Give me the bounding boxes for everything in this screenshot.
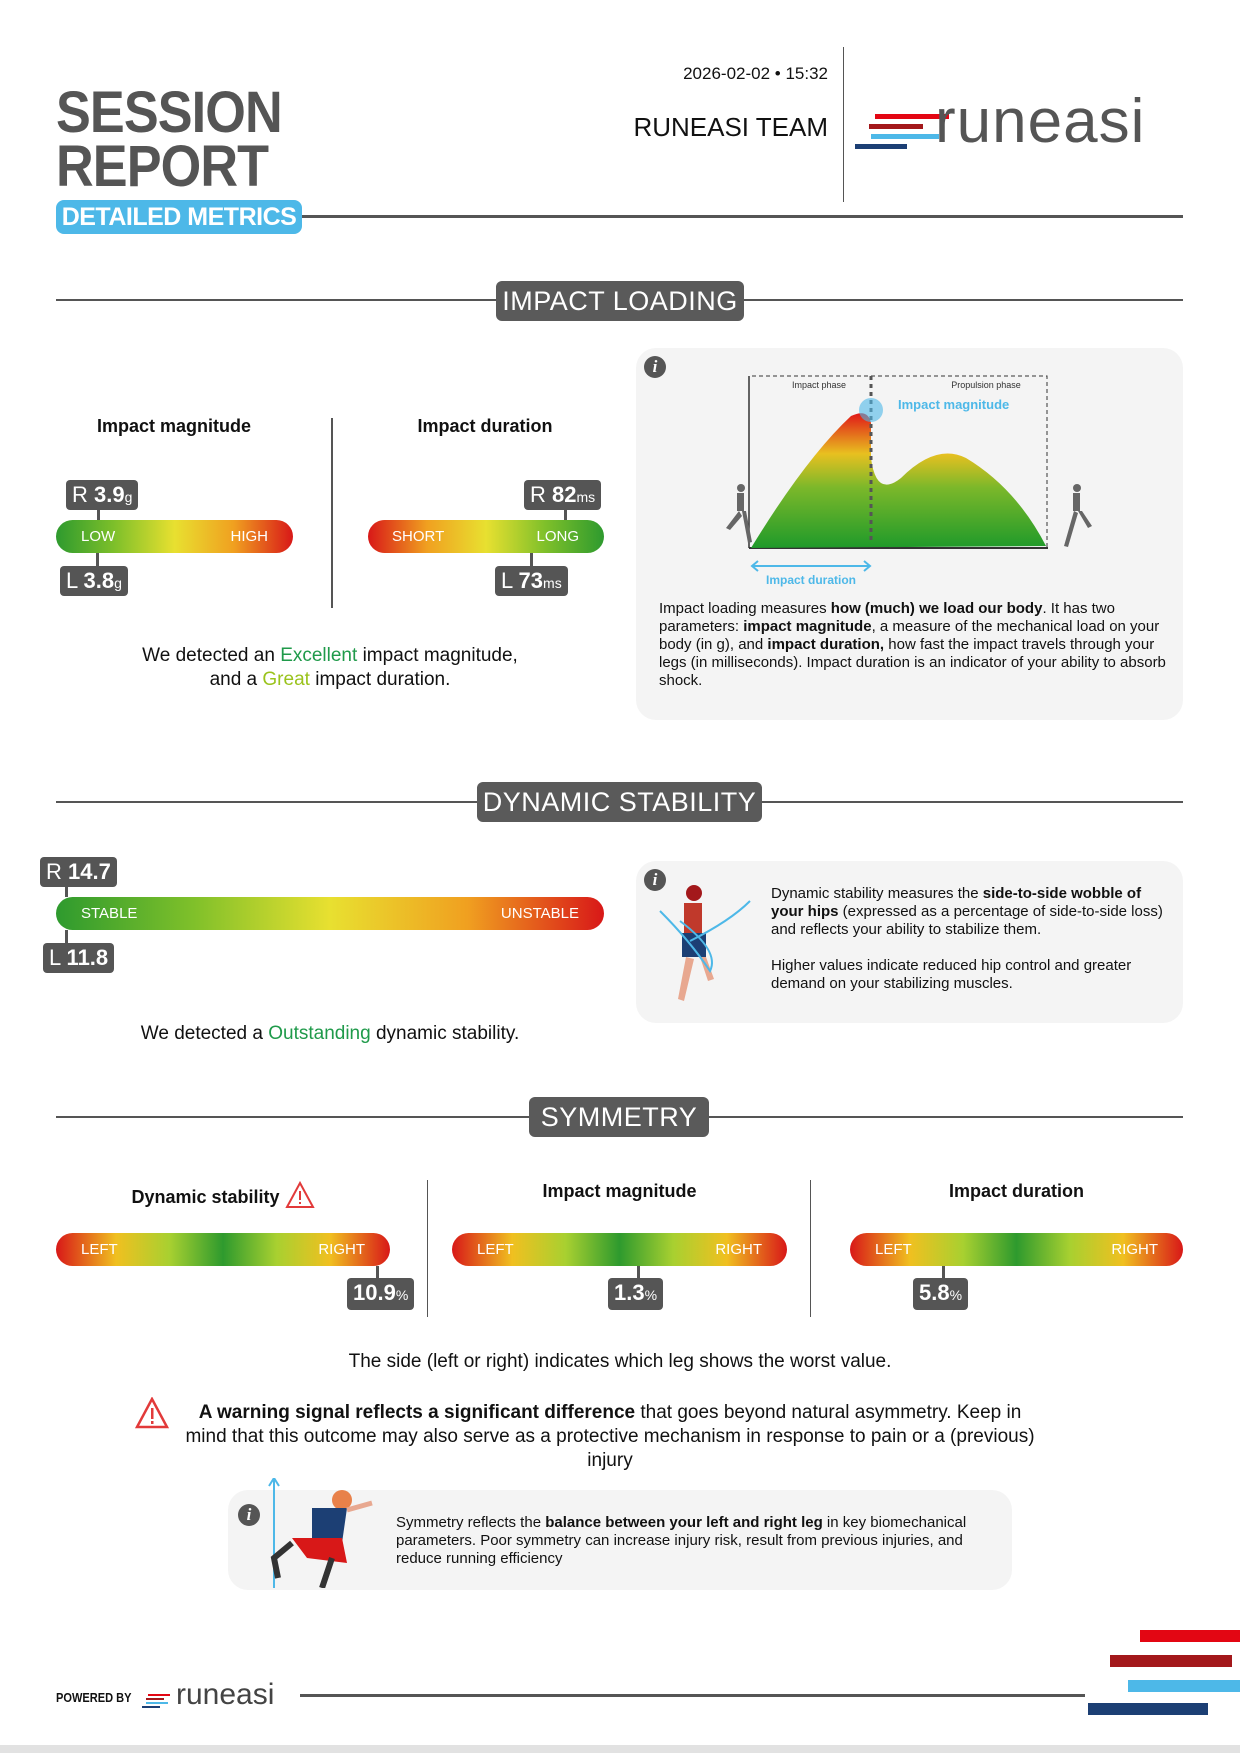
powered-by-label: POWERED BY <box>56 1690 132 1705</box>
marker-tick <box>65 887 68 897</box>
impact-duration-annotation: Impact duration <box>766 573 856 587</box>
symmetry-value: 10.9% <box>347 1278 415 1310</box>
dynamic-stability-info-card: i Dynamic stability measures the side-to… <box>636 861 1183 1023</box>
symmetry-scale: LEFT RIGHT <box>56 1233 390 1266</box>
page-bottom-edge <box>0 1745 1240 1753</box>
magnitude-right-value: R 3.9g <box>66 480 139 510</box>
marker-tick <box>942 1266 945 1278</box>
runeasi-footer-logo: runeasi <box>142 1678 292 1714</box>
column-divider <box>331 418 333 608</box>
marker-tick <box>376 1266 379 1278</box>
impact-phase-label: Impact phase <box>792 380 846 390</box>
impact-summary: We detected an Excellent impact magnitud… <box>142 645 518 690</box>
stability-summary: We detected a Outstanding dynamic stabil… <box>140 1023 520 1044</box>
info-icon: i <box>644 356 666 378</box>
impact-duration-label: Impact duration <box>417 416 553 436</box>
warning-explanation: A warning signal reflects a significant … <box>185 1402 1035 1471</box>
runner-hip-wobble-illustration <box>659 885 751 1001</box>
marker-tick <box>530 553 533 566</box>
side-note: The side (left or right) indicates which… <box>348 1351 892 1372</box>
symmetry-description: Symmetry reflects the balance between yo… <box>396 1514 967 1567</box>
duration-left-value: L 73ms <box>495 566 568 596</box>
impact-loading-info-card: i Impact phase Propulsion phase Impact m… <box>636 348 1183 720</box>
section-title-impact-loading: IMPACT LOADING <box>496 281 744 321</box>
marker-tick <box>97 510 100 520</box>
column-divider <box>427 1180 428 1317</box>
team-name: RUNEASI TEAM <box>633 112 828 142</box>
symmetry-value: 1.3% <box>608 1278 664 1310</box>
dynamic-stability-description: Dynamic stability measures the side-to-s… <box>771 885 1163 992</box>
marker-tick <box>637 1266 640 1278</box>
dynamic-stability-scale: STABLE UNSTABLE <box>56 897 604 930</box>
propulsion-phase-label: Propulsion phase <box>951 380 1021 390</box>
symmetry-scale: LEFT RIGHT <box>850 1233 1183 1266</box>
symmetry-scale: LEFT RIGHT <box>452 1233 787 1266</box>
symmetry-value: 5.8% <box>913 1278 969 1310</box>
warning-icon <box>135 1397 169 1429</box>
runeasi-logo: runeasi <box>855 87 1185 156</box>
runner-icon <box>1064 484 1092 547</box>
impact-magnitude-label: Impact magnitude <box>96 416 252 436</box>
impact-diagram: Impact phase Propulsion phase Impact mag… <box>726 375 1092 587</box>
header-divider <box>302 215 1183 218</box>
decor-stripe <box>1128 1680 1240 1692</box>
info-icon: i <box>238 1504 260 1526</box>
warning-icon <box>284 1180 315 1208</box>
impact-duration-scale: SHORT LONG <box>368 520 604 553</box>
impact-magnitude-annotation: Impact magnitude <box>898 397 1009 412</box>
impact-loading-description: Impact loading measures how (much) we lo… <box>659 600 1166 689</box>
symmetry-column-label: Impact magnitude <box>542 1181 697 1201</box>
runner-icon <box>726 484 752 543</box>
header-vertical-divider <box>843 47 844 202</box>
marker-tick <box>65 930 68 943</box>
magnitude-left-value: L 3.8g <box>60 566 128 596</box>
marker-tick <box>96 553 99 566</box>
stability-left-value: L 11.8 <box>43 943 115 973</box>
stability-right-value: R 14.7 <box>40 857 117 887</box>
decor-stripe <box>1110 1655 1232 1667</box>
session-datetime: 2026-02-02 • 15:32 <box>683 64 828 83</box>
symmetry-info-card: i Symmetry reflects the balance between … <box>228 1478 1012 1590</box>
decor-stripe <box>1088 1703 1208 1715</box>
page-title: SESSION REPORT <box>56 80 283 199</box>
section-title-dynamic-stability: DYNAMIC STABILITY <box>477 782 762 822</box>
section-title-symmetry: SYMMETRY <box>529 1097 709 1137</box>
impact-magnitude-scale: LOW HIGH <box>56 520 293 553</box>
detailed-metrics-badge: DETAILED METRICS <box>56 200 302 234</box>
marker-tick <box>564 510 567 520</box>
footer-rule <box>300 1694 1085 1697</box>
symmetry-column-label: Dynamic stability <box>56 1180 390 1209</box>
symmetry-column-label: Impact duration <box>948 1181 1084 1201</box>
info-icon: i <box>644 869 666 891</box>
decor-stripe <box>1140 1630 1240 1642</box>
sprinter-illustration <box>268 1478 373 1588</box>
duration-right-value: R 82ms <box>524 480 602 510</box>
column-divider <box>810 1180 811 1317</box>
